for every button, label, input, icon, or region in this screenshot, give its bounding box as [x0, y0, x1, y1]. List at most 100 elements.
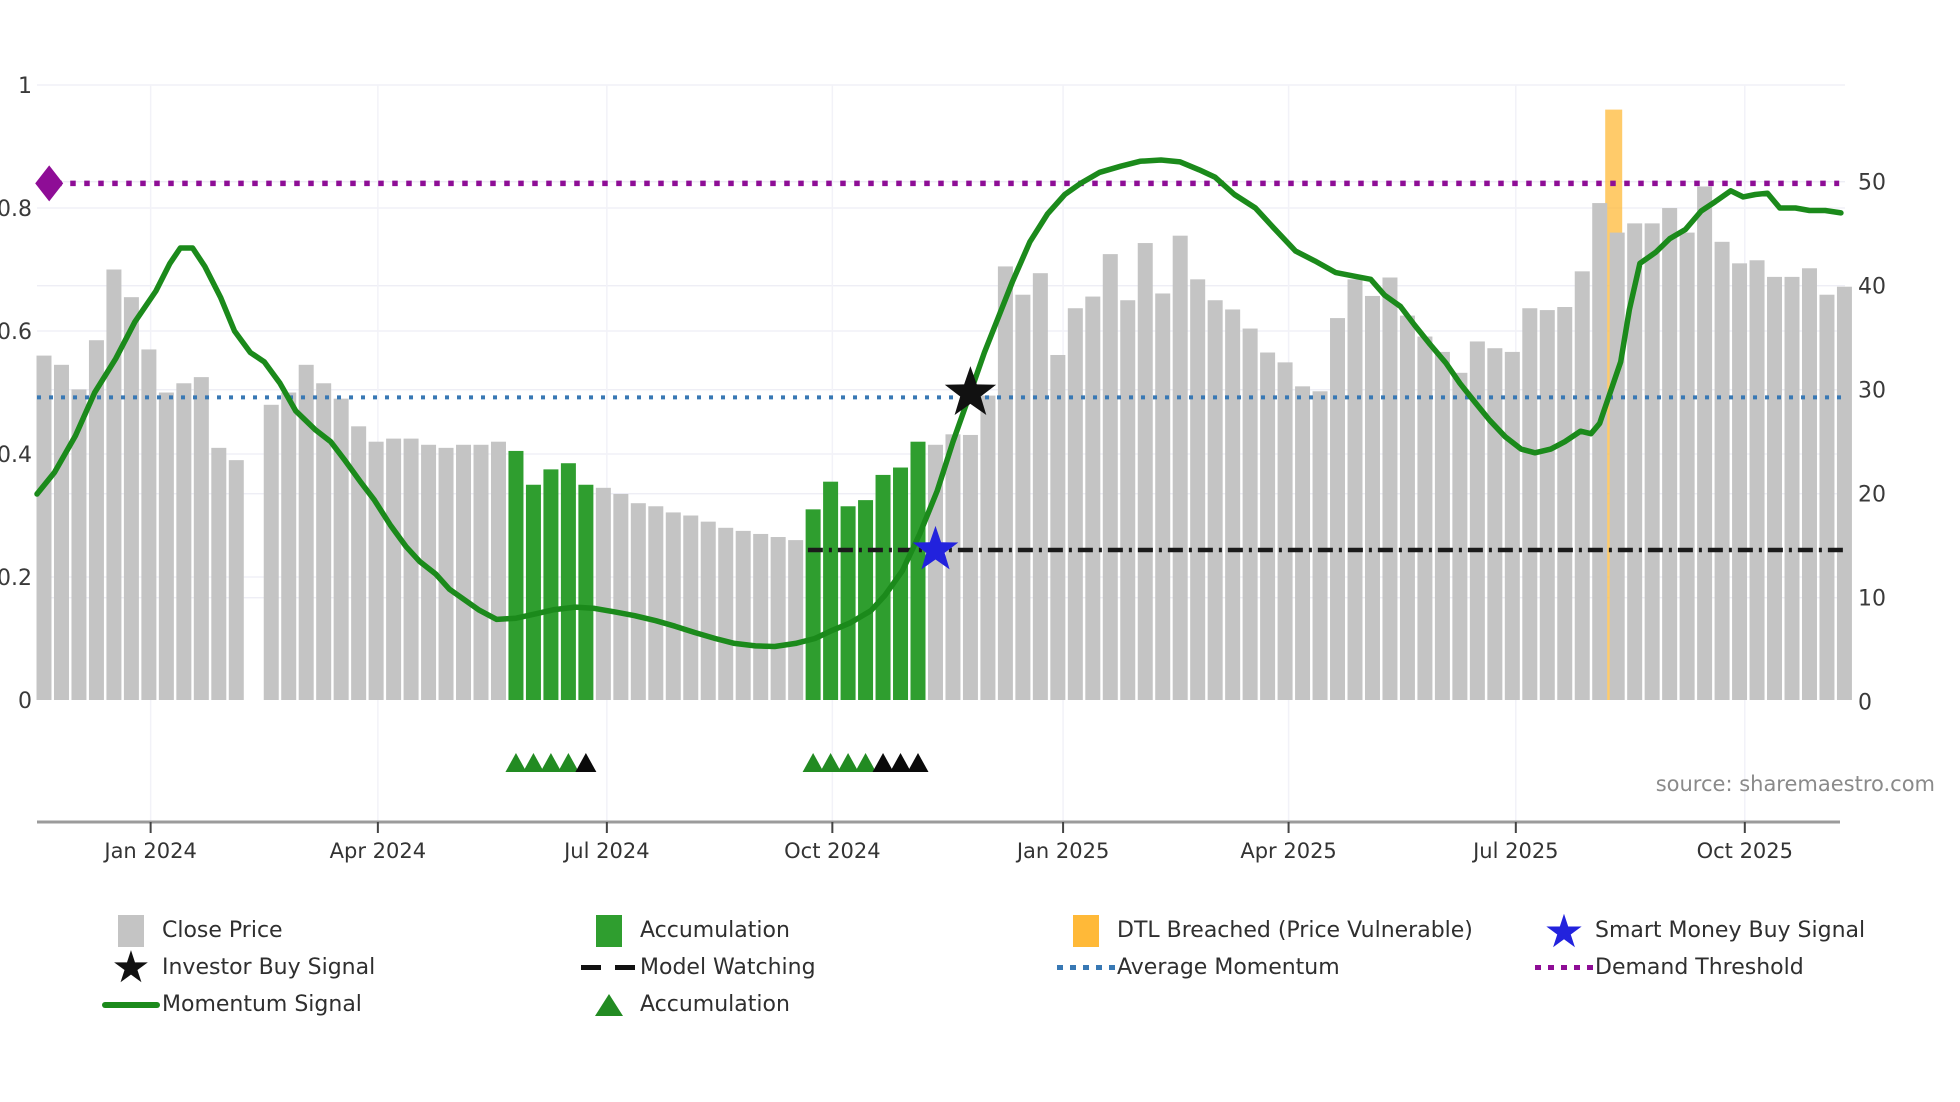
accumulation-bar	[578, 484, 594, 700]
price-bar	[1242, 328, 1258, 700]
price-bar	[718, 527, 734, 700]
legend-item-smart-money-buy-signal[interactable]: ★ Smart Money Buy Signal	[1533, 908, 1865, 954]
price-bar	[1364, 295, 1380, 700]
legend-column-2: Accumulation Model Watching Accumulation	[578, 912, 816, 1023]
price-bar	[1627, 223, 1643, 700]
y-axis-label-left: 0.2	[0, 566, 32, 591]
price-bar	[106, 269, 122, 700]
x-tick-label: Oct 2024	[784, 839, 880, 863]
price-bar	[1434, 351, 1450, 700]
price-bar	[1137, 243, 1153, 700]
price-bar	[1644, 223, 1660, 700]
price-bar	[1190, 279, 1206, 700]
price-bar	[1295, 386, 1311, 700]
black-dashes-icon	[578, 965, 640, 970]
price-bar	[1347, 279, 1363, 700]
y-axis-label-left: 1	[18, 74, 32, 99]
price-bar	[945, 434, 961, 700]
watch-triangle	[907, 753, 929, 772]
price-bar	[193, 377, 209, 700]
legend-item-close-price[interactable]: Close Price	[100, 912, 375, 949]
price-bar	[630, 503, 646, 700]
price-bar	[1767, 276, 1783, 700]
accumulation-triangle	[505, 753, 527, 772]
price-bar	[770, 537, 786, 700]
accumulation-bar	[858, 500, 874, 700]
price-bar	[1155, 293, 1171, 700]
price-bar	[735, 530, 751, 700]
legend-label: Momentum Signal	[162, 992, 362, 1017]
accumulation-bar	[525, 484, 541, 700]
y-axis-label-right: 40	[1858, 275, 1886, 300]
legend-label: Model Watching	[640, 955, 816, 980]
accumulation-triangle	[855, 753, 877, 772]
price-bar	[316, 383, 332, 700]
price-bar	[1032, 273, 1048, 700]
price-bar	[123, 297, 139, 700]
legend-item-momentum-signal[interactable]: Momentum Signal	[100, 986, 375, 1023]
x-tick-label: Jan 2025	[1015, 839, 1110, 863]
purple-dots-icon	[1533, 965, 1595, 970]
accumulation-bar	[840, 506, 856, 700]
accumulation-bar	[543, 469, 559, 700]
price-bar	[1120, 300, 1136, 700]
price-bar	[351, 426, 367, 700]
y-axis-label-left: 0.4	[0, 443, 32, 468]
y-axis-label-right: 0	[1858, 691, 1872, 716]
legend-item-accumulation-bar[interactable]: Accumulation	[578, 912, 816, 949]
price-bar	[263, 404, 279, 700]
black-star-icon: ★	[111, 941, 151, 993]
legend-label: Accumulation	[640, 992, 790, 1017]
price-bar	[1277, 362, 1293, 700]
accumulation-triangle	[540, 753, 562, 772]
legend-label: Demand Threshold	[1595, 955, 1804, 980]
price-bar	[648, 506, 664, 700]
price-bar	[683, 515, 699, 700]
y-axis-label-left: 0.6	[0, 320, 32, 345]
accumulation-bar	[823, 481, 839, 700]
legend-item-model-watching[interactable]: Model Watching	[578, 949, 816, 986]
demand-start-diamond	[35, 165, 64, 202]
watch-triangle	[872, 753, 894, 772]
price-bar	[386, 438, 402, 700]
price-bar	[1085, 296, 1101, 700]
price-bar	[1697, 186, 1713, 701]
price-bar	[490, 441, 506, 700]
legend-column-4: ★ Smart Money Buy Signal Demand Threshol…	[1533, 908, 1865, 986]
x-tick-label: Apr 2024	[330, 839, 426, 863]
price-bar	[1015, 294, 1031, 700]
price-bar	[1504, 351, 1520, 700]
legend-item-investor-buy-signal[interactable]: ★ Investor Buy Signal	[100, 941, 375, 993]
chart-legend: Close Price ★ Investor Buy Signal Moment…	[0, 908, 1960, 1052]
price-bar	[665, 512, 681, 700]
x-tick-label: Jul 2024	[562, 839, 649, 863]
price-bar	[158, 392, 174, 700]
x-tick-label: Jul 2025	[1471, 839, 1558, 863]
legend-item-accumulation-triangle[interactable]: Accumulation	[578, 986, 816, 1023]
price-bar	[211, 447, 227, 700]
price-bar	[1225, 309, 1241, 700]
price-bar	[1679, 232, 1695, 700]
legend-item-dtl-breached[interactable]: DTL Breached (Price Vulnerable)	[1055, 912, 1473, 949]
price-bar	[1050, 354, 1066, 700]
accumulation-bar	[875, 474, 891, 700]
accumulation-bar	[910, 441, 926, 700]
price-bar	[1067, 308, 1083, 700]
accumulation-triangle	[820, 753, 842, 772]
price-bar	[141, 349, 157, 700]
price-bar	[1102, 254, 1118, 700]
price-bar	[298, 364, 314, 700]
price-bar	[997, 266, 1013, 700]
legend-item-demand-threshold[interactable]: Demand Threshold	[1533, 949, 1865, 986]
legend-item-average-momentum[interactable]: Average Momentum	[1055, 949, 1473, 986]
legend-label: Average Momentum	[1117, 955, 1340, 980]
source-note: source: sharemaestro.com	[1655, 772, 1935, 796]
blue-dots-icon	[1055, 965, 1117, 970]
price-bar	[1330, 318, 1346, 700]
price-bar	[88, 340, 104, 700]
price-bar	[1801, 268, 1817, 700]
investor-buy-star	[944, 366, 997, 415]
price-bar	[1172, 235, 1188, 701]
price-bar	[1609, 232, 1625, 700]
